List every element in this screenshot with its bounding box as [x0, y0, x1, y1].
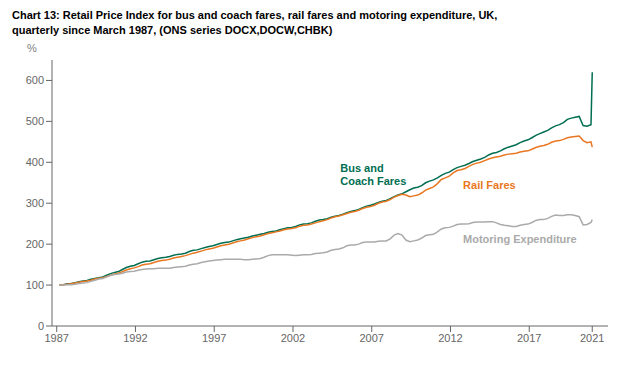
svg-text:600: 600 — [26, 74, 44, 86]
svg-text:Rail Fares: Rail Fares — [463, 179, 516, 191]
svg-text:500: 500 — [26, 115, 44, 127]
svg-text:100: 100 — [26, 279, 44, 291]
svg-text:%: % — [27, 42, 37, 54]
svg-text:2007: 2007 — [359, 332, 383, 344]
svg-text:Motoring Expenditure: Motoring Expenditure — [463, 233, 577, 245]
svg-text:2012: 2012 — [438, 332, 462, 344]
svg-text:200: 200 — [26, 238, 44, 250]
svg-text:300: 300 — [26, 197, 44, 209]
svg-text:Bus andCoach Fares: Bus andCoach Fares — [340, 162, 406, 187]
svg-text:1992: 1992 — [123, 332, 147, 344]
svg-text:0: 0 — [38, 320, 44, 332]
html-text:quarterly since March 1987, (O: quarterly since March 1987, (ONS series … — [12, 24, 333, 36]
svg-text:1997: 1997 — [202, 332, 226, 344]
html-text:Chart 13: Retail Price Index f: Chart 13: Retail Price Index for bus and… — [12, 9, 498, 21]
svg-text:2021: 2021 — [580, 332, 604, 344]
svg-text:400: 400 — [26, 156, 44, 168]
svg-text:1987: 1987 — [44, 332, 68, 344]
svg-text:2002: 2002 — [281, 332, 305, 344]
svg-text:2017: 2017 — [517, 332, 541, 344]
